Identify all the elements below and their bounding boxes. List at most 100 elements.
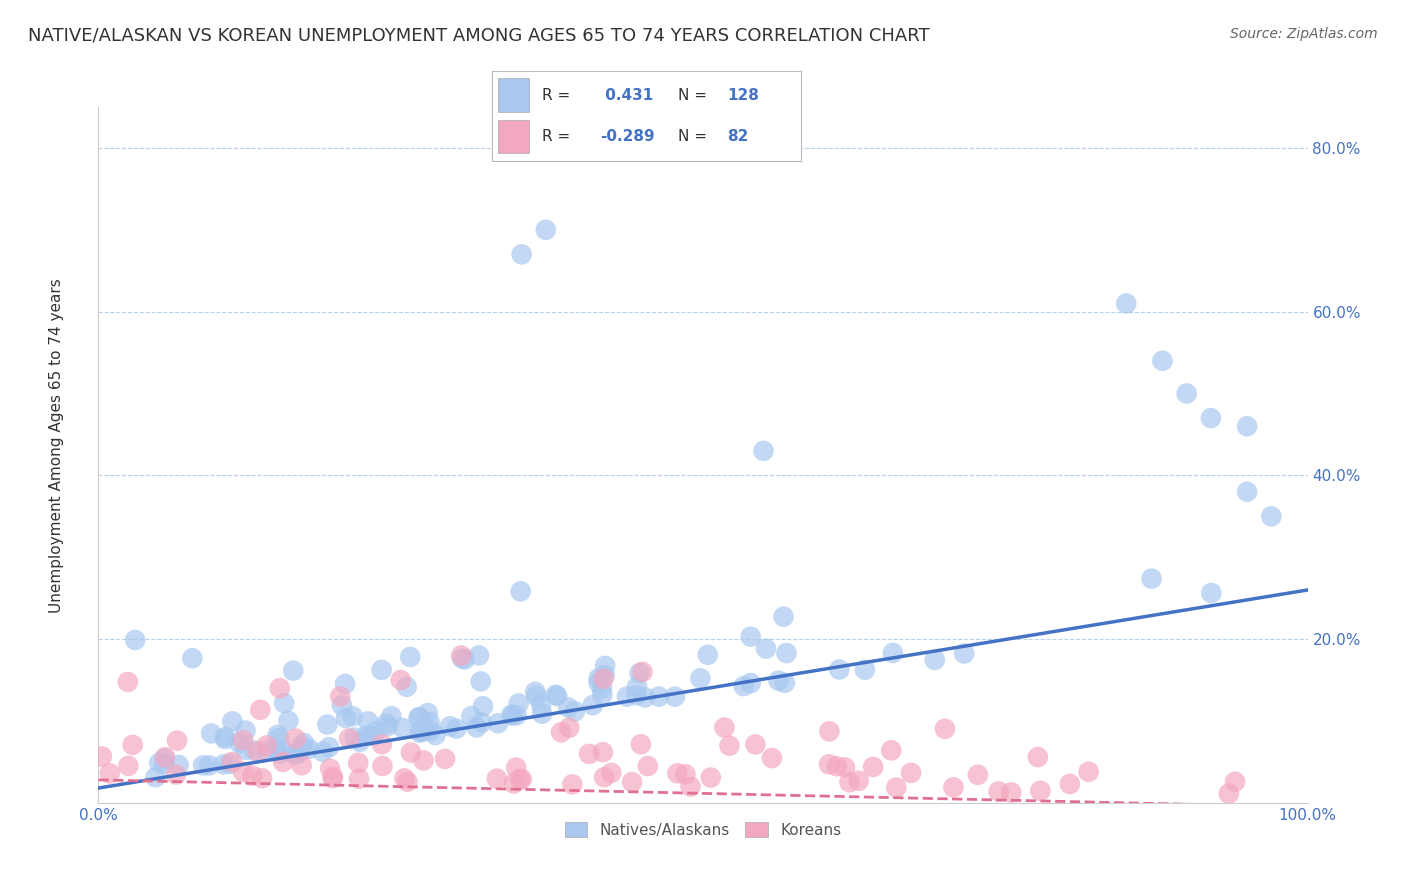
- Point: [508, 697, 530, 711]
- Point: [696, 648, 718, 662]
- Point: [626, 680, 648, 694]
- Text: -0.289: -0.289: [600, 129, 655, 144]
- Point: [198, 758, 221, 772]
- Point: [287, 747, 309, 761]
- Point: [273, 696, 295, 710]
- Point: [232, 764, 254, 779]
- Point: [240, 769, 263, 783]
- Point: [818, 724, 841, 739]
- Point: [153, 756, 176, 771]
- Point: [773, 676, 796, 690]
- Point: [408, 710, 430, 724]
- Point: [1201, 586, 1223, 600]
- Point: [880, 743, 903, 757]
- Point: [744, 738, 766, 752]
- Point: [318, 740, 340, 755]
- Point: [593, 659, 616, 673]
- Point: [266, 728, 288, 742]
- Point: [600, 766, 623, 780]
- Point: [124, 632, 146, 647]
- Point: [510, 772, 533, 786]
- Point: [546, 689, 568, 703]
- Point: [631, 665, 654, 679]
- Point: [768, 673, 790, 688]
- Point: [1059, 777, 1081, 791]
- Point: [775, 646, 797, 660]
- Point: [191, 758, 214, 772]
- Point: [825, 759, 848, 773]
- Text: N =: N =: [678, 129, 707, 144]
- Point: [337, 731, 360, 746]
- Point: [218, 756, 240, 771]
- Point: [277, 714, 299, 728]
- Point: [411, 724, 433, 739]
- Point: [153, 750, 176, 764]
- Point: [1000, 785, 1022, 799]
- Point: [347, 772, 370, 786]
- Point: [588, 676, 610, 690]
- Point: [335, 711, 357, 725]
- Point: [395, 680, 418, 694]
- Point: [630, 737, 652, 751]
- Point: [212, 757, 235, 772]
- FancyBboxPatch shape: [498, 120, 529, 153]
- Point: [740, 676, 762, 690]
- Point: [450, 648, 472, 663]
- Point: [333, 677, 356, 691]
- Point: [486, 716, 509, 731]
- Point: [349, 735, 371, 749]
- Point: [408, 711, 430, 725]
- Point: [243, 743, 266, 757]
- Point: [264, 744, 287, 758]
- Point: [416, 706, 439, 720]
- Point: [752, 443, 775, 458]
- Point: [761, 751, 783, 765]
- Point: [755, 641, 778, 656]
- Point: [298, 741, 321, 756]
- Point: [269, 681, 291, 696]
- Point: [666, 766, 689, 780]
- Point: [249, 703, 271, 717]
- Point: [593, 668, 616, 682]
- Text: N =: N =: [678, 88, 707, 103]
- Point: [377, 719, 399, 733]
- Point: [471, 715, 494, 730]
- Point: [167, 758, 190, 772]
- Point: [468, 648, 491, 663]
- Legend: Natives/Alaskans, Koreans: Natives/Alaskans, Koreans: [558, 815, 848, 844]
- Point: [884, 780, 907, 795]
- Point: [408, 725, 430, 739]
- Point: [524, 685, 547, 699]
- Point: [1199, 411, 1222, 425]
- Point: [924, 653, 946, 667]
- Point: [1115, 296, 1137, 310]
- Point: [181, 651, 204, 665]
- Point: [322, 770, 344, 784]
- Point: [446, 722, 468, 736]
- Point: [460, 709, 482, 723]
- Text: Source: ZipAtlas.com: Source: ZipAtlas.com: [1230, 27, 1378, 41]
- Point: [524, 689, 547, 703]
- Point: [530, 698, 553, 712]
- Point: [862, 760, 884, 774]
- Text: R =: R =: [541, 88, 569, 103]
- Point: [1026, 750, 1049, 764]
- Point: [347, 756, 370, 770]
- Point: [451, 651, 474, 665]
- Point: [342, 709, 364, 723]
- Point: [628, 665, 651, 680]
- Point: [505, 760, 527, 774]
- Point: [472, 699, 495, 714]
- Point: [564, 704, 586, 718]
- Point: [616, 690, 638, 704]
- Point: [117, 675, 139, 690]
- Point: [356, 729, 378, 743]
- Point: [502, 708, 524, 723]
- Point: [713, 721, 735, 735]
- Text: 128: 128: [727, 88, 759, 103]
- Point: [1260, 509, 1282, 524]
- Point: [284, 731, 307, 746]
- Point: [370, 663, 392, 677]
- Point: [1152, 353, 1174, 368]
- Point: [1140, 572, 1163, 586]
